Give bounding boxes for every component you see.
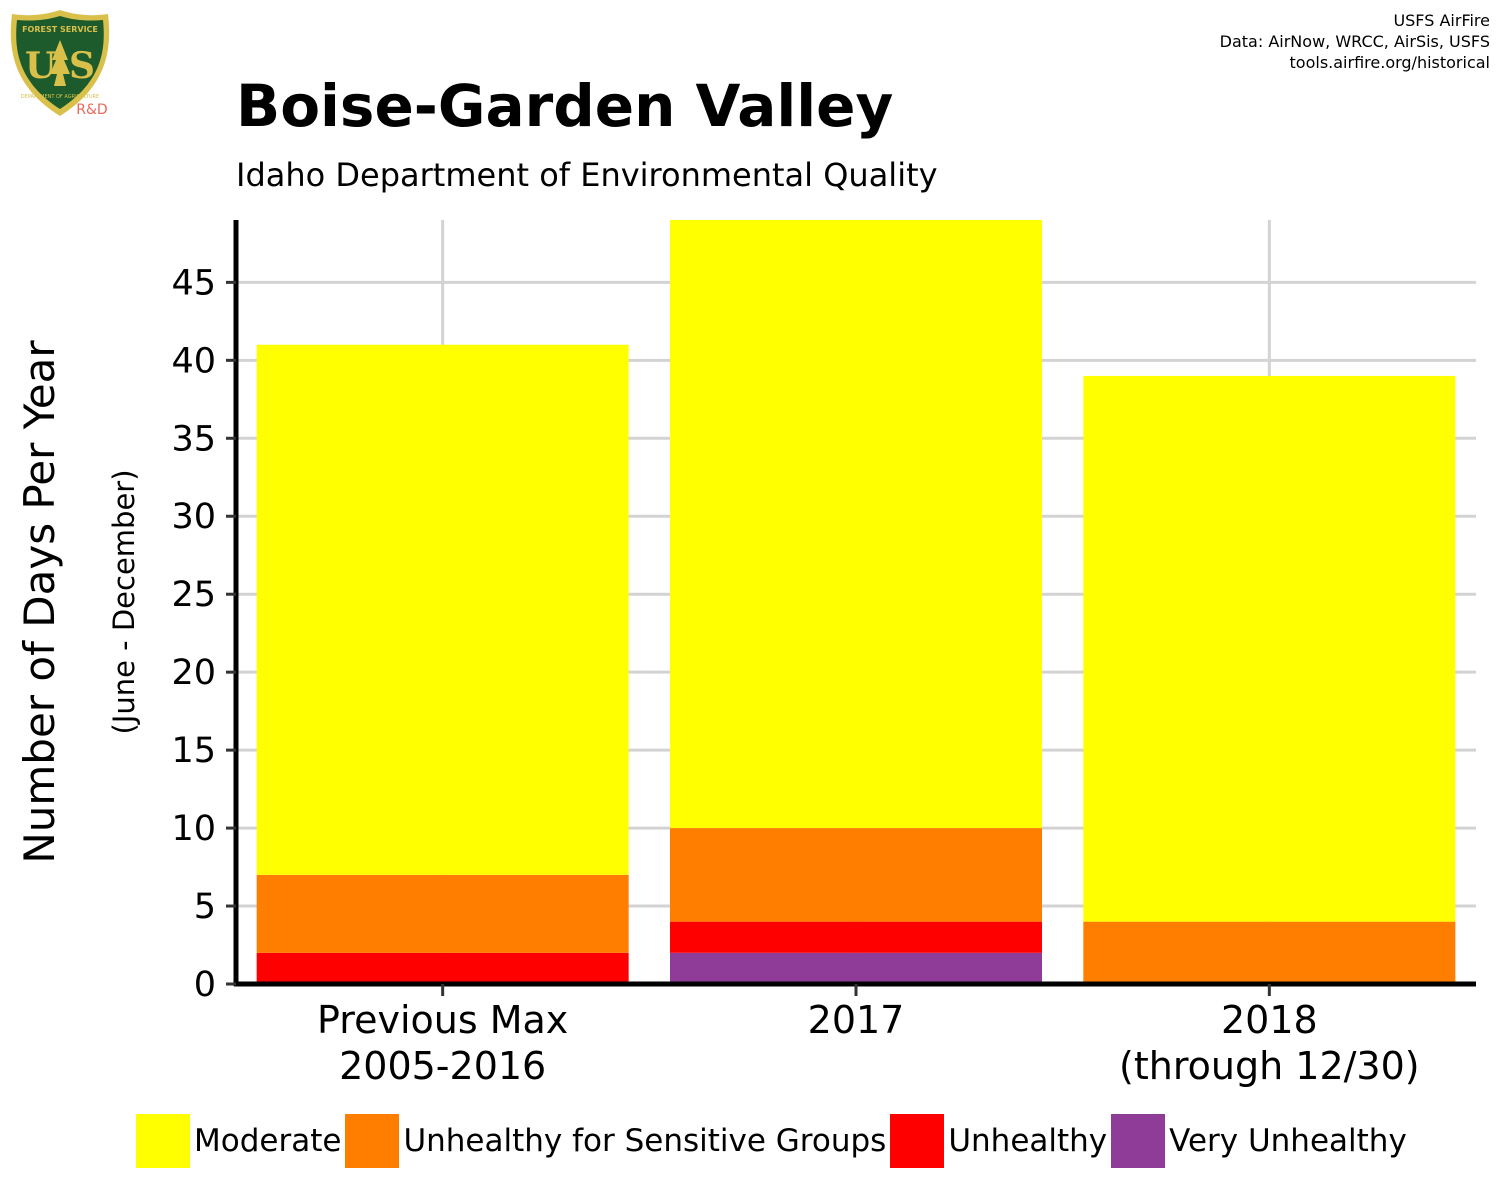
- bar-segment-unhealthy-for-sensitive-groups: [670, 828, 1042, 922]
- y-tick-label: 30: [171, 497, 216, 537]
- y-tick-label: 35: [171, 419, 216, 459]
- forest-service-shield-icon: FOREST SERVICE U S DEPARTMENT OF AGRICUL…: [10, 10, 110, 118]
- legend-item: Unhealthy for Sensitive Groups: [345, 1114, 886, 1168]
- x-tick-label: (through 12/30): [1119, 1044, 1420, 1088]
- bar-segment-moderate: [670, 220, 1042, 829]
- y-tick-label: 15: [171, 731, 216, 771]
- legend-label: Unhealthy for Sensitive Groups: [403, 1123, 887, 1159]
- usfs-logo: FOREST SERVICE U S DEPARTMENT OF AGRICUL…: [8, 8, 112, 120]
- y-tick-label: 20: [171, 653, 216, 693]
- chart-subtitle: Idaho Department of Environmental Qualit…: [236, 156, 938, 194]
- legend-swatch: [136, 1114, 190, 1168]
- bar-segment-unhealthy-for-sensitive-groups: [1083, 921, 1456, 984]
- legend-swatch: [345, 1114, 400, 1168]
- data-credits: USFS AirFire Data: AirNow, WRCC, AirSis,…: [1220, 10, 1490, 73]
- svg-text:FOREST SERVICE: FOREST SERVICE: [22, 25, 98, 34]
- legend-label: Very Unhealthy: [1169, 1123, 1407, 1159]
- y-axis-title: Number of Days Per Year: [15, 340, 64, 864]
- legend-item: Very Unhealthy: [1111, 1114, 1407, 1168]
- bar-segment-unhealthy: [670, 921, 1042, 953]
- bar-segment-moderate: [256, 344, 629, 875]
- x-tick-label: 2005-2016: [339, 1044, 546, 1088]
- bar-segment-moderate: [1083, 375, 1456, 922]
- legend-label: Unhealthy: [948, 1123, 1108, 1159]
- bar-segment-very-unhealthy: [670, 952, 1042, 984]
- bar-segment-unhealthy-for-sensitive-groups: [256, 874, 629, 953]
- y-tick-label: 40: [171, 341, 216, 381]
- x-tick-label: Previous Max: [317, 998, 568, 1042]
- y-axis-subtitle: (June - December): [107, 469, 141, 734]
- credit-line: USFS AirFire: [1393, 11, 1490, 30]
- legend-label: Moderate: [194, 1123, 342, 1159]
- chart-title: Boise-Garden Valley: [236, 72, 894, 140]
- y-tick-label: 10: [171, 809, 216, 849]
- legend-item: Moderate: [136, 1114, 341, 1168]
- x-tick-label: 2018: [1221, 998, 1318, 1042]
- chart-legend: Moderate Unhealthy for Sensitive Groups Un…: [136, 1114, 1411, 1168]
- legend-swatch: [1111, 1114, 1166, 1168]
- y-tick-label: 0: [194, 965, 216, 1005]
- bar-segment-unhealthy: [256, 952, 629, 984]
- legend-swatch: [890, 1114, 945, 1168]
- y-tick-label: 25: [171, 575, 216, 615]
- credit-line: Data: AirNow, WRCC, AirSis, USFS: [1219, 32, 1490, 51]
- y-tick-label: 45: [171, 263, 216, 303]
- legend-item: Unhealthy: [890, 1114, 1107, 1168]
- y-tick-label: 5: [194, 887, 216, 927]
- svg-text:R&D: R&D: [76, 102, 107, 118]
- x-tick-label: 2017: [808, 998, 905, 1042]
- svg-text:DEPARTMENT OF AGRICULTURE: DEPARTMENT OF AGRICULTURE: [21, 94, 99, 100]
- credit-line: tools.airfire.org/historical: [1289, 53, 1490, 72]
